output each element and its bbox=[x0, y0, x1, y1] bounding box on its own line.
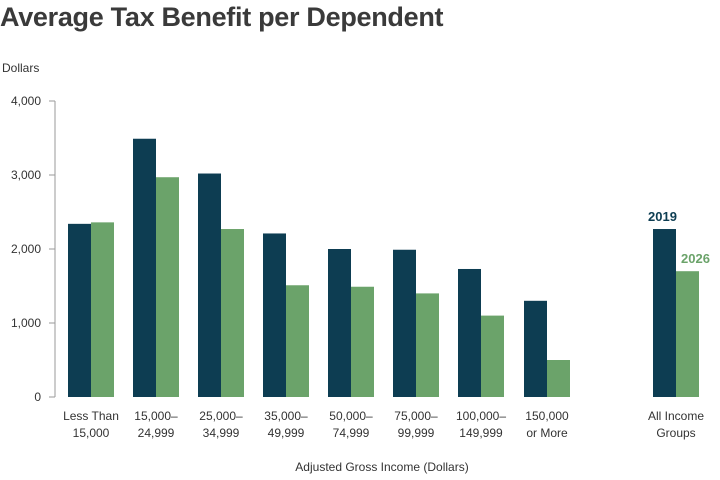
legend-label-2026: 2026 bbox=[681, 251, 710, 266]
category-label: 24,999 bbox=[138, 426, 175, 440]
category-label: 49,999 bbox=[268, 426, 305, 440]
category-label: 15,000– bbox=[134, 409, 178, 423]
bar-2026-6 bbox=[481, 315, 504, 397]
y-tick-label: 0 bbox=[34, 390, 41, 404]
x-axis-label: Adjusted Gross Income (Dollars) bbox=[295, 460, 468, 474]
category-label: 35,000– bbox=[264, 409, 308, 423]
bar-2019-1 bbox=[133, 138, 156, 398]
category-label: or More bbox=[526, 426, 568, 440]
category-label: 75,000– bbox=[394, 409, 438, 423]
category-label: Less Than bbox=[63, 409, 119, 423]
bar-2019-7 bbox=[524, 300, 547, 397]
category-label: 25,000– bbox=[199, 409, 243, 423]
bar-2019-3 bbox=[263, 233, 286, 397]
y-tick-label: 4,000 bbox=[11, 94, 41, 108]
category-label: 15,000 bbox=[73, 426, 110, 440]
y-axis-label: Dollars bbox=[2, 61, 39, 75]
bar-2026-8 bbox=[676, 271, 699, 397]
category-label: 99,999 bbox=[398, 426, 435, 440]
bar-2019-0 bbox=[68, 223, 91, 397]
bar-2019-2 bbox=[198, 173, 221, 397]
category-label: 74,999 bbox=[333, 426, 370, 440]
bar-2019-6 bbox=[458, 268, 481, 397]
category-label: 149,999 bbox=[459, 426, 503, 440]
chart-title: Average Tax Benefit per Dependent bbox=[0, 2, 444, 32]
bar-2026-7 bbox=[547, 360, 570, 397]
bar-2026-1 bbox=[156, 177, 179, 397]
y-tick-label: 3,000 bbox=[11, 168, 41, 182]
bar-2026-2 bbox=[221, 229, 244, 397]
category-label: 50,000– bbox=[329, 409, 373, 423]
category-label: All Income bbox=[648, 409, 704, 423]
category-label: Groups bbox=[656, 426, 695, 440]
category-label: 150,000 bbox=[525, 409, 569, 423]
category-label: 100,000– bbox=[456, 409, 506, 423]
legend-label-2019: 2019 bbox=[648, 209, 677, 224]
bar-2019-5 bbox=[393, 249, 416, 397]
y-tick-label: 1,000 bbox=[11, 316, 41, 330]
bar-2019-4 bbox=[328, 249, 351, 397]
y-tick-label: 2,000 bbox=[11, 242, 41, 256]
category-label: 34,999 bbox=[203, 426, 240, 440]
bar-2026-4 bbox=[351, 286, 374, 397]
bar-2019-8 bbox=[653, 229, 676, 397]
bar-2026-3 bbox=[286, 285, 309, 397]
bar-2026-5 bbox=[416, 293, 439, 397]
bar-2026-0 bbox=[91, 222, 114, 397]
